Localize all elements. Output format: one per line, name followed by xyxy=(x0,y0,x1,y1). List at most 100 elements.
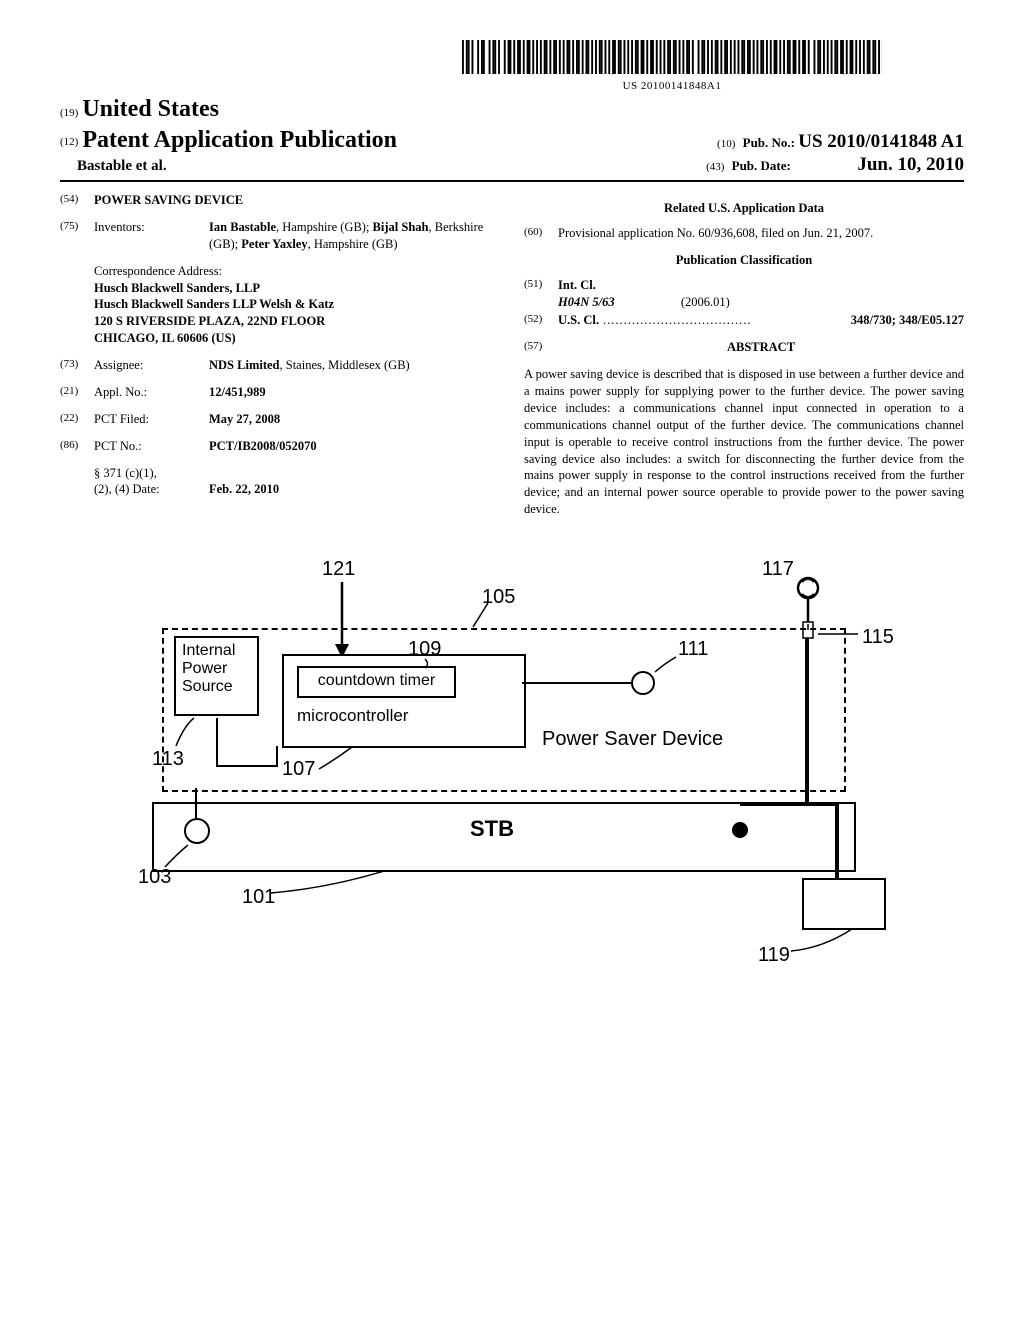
intcl-year: (2006.01) xyxy=(681,295,730,309)
pub-no: US 2010/0141848 A1 xyxy=(798,131,964,152)
stb-power-dot xyxy=(730,820,750,840)
wire-right-vert xyxy=(805,638,809,802)
ref-119: 119 xyxy=(758,944,790,967)
header-country-row: (19) United States xyxy=(60,96,964,123)
dotfill: .................................... xyxy=(599,312,851,329)
timer-box: countdown timer xyxy=(297,666,456,698)
barcode-region: US 20100141848A1 xyxy=(380,40,964,92)
inventors-row: (75) Inventors: Ian Bastable, Hampshire … xyxy=(60,219,500,253)
pub-no-block: (10) Pub. No.: US 2010/0141848 A1 xyxy=(717,131,964,153)
pct-no-value: PCT/IB2008/052070 xyxy=(209,438,500,455)
pct-no-row: (86) PCT No.: PCT/IB2008/052070 xyxy=(60,438,500,455)
uscl-row: (52) U.S. Cl. ..........................… xyxy=(524,312,964,329)
pct-filed-value: May 27, 2008 xyxy=(209,411,500,428)
related-heading: Related U.S. Application Data xyxy=(524,200,964,217)
ref-103: 103 xyxy=(138,866,171,889)
wire-stb-up xyxy=(195,788,197,818)
authors-row: Bastable et al. (43) Pub. Date: Jun. 10,… xyxy=(60,154,964,176)
pub-no-num: (10) xyxy=(717,138,735,150)
uscl-num: (52) xyxy=(524,312,558,329)
wire-ips xyxy=(215,716,285,772)
pct-filed-row: (22) PCT Filed: May 27, 2008 xyxy=(60,411,500,428)
wire-h-branch xyxy=(805,802,839,806)
inventors-num: (75) xyxy=(60,219,94,253)
pct-no-num: (86) xyxy=(60,438,94,455)
pubclass-heading: Publication Classification xyxy=(524,252,964,269)
uscl-label: U.S. Cl. xyxy=(558,312,599,329)
pub-date-block: (43) Pub. Date: Jun. 10, 2010 xyxy=(706,154,964,176)
leader-101 xyxy=(268,868,388,896)
figure: 121 105 117 115 I xyxy=(60,558,964,998)
country-name: United States xyxy=(82,96,219,123)
pub-type-num: (12) xyxy=(60,136,78,148)
pub-date: Jun. 10, 2010 xyxy=(857,154,964,175)
stb-label: STB xyxy=(470,816,514,842)
barcode-icon xyxy=(462,40,882,74)
ref-121: 121 xyxy=(322,558,355,581)
correspondence-block: Correspondence Address: Husch Blackwell … xyxy=(94,263,334,347)
ref-107: 107 xyxy=(282,758,315,781)
publication-row: (12) Patent Application Publication (10)… xyxy=(60,127,964,154)
provisional-num: (60) xyxy=(524,225,558,242)
pub-date-num: (43) xyxy=(706,161,724,173)
stb-output-icon xyxy=(182,816,212,846)
invention-title: POWER SAVING DEVICE xyxy=(94,192,243,209)
left-column: (54) POWER SAVING DEVICE (75) Inventors:… xyxy=(60,192,500,518)
plug-box xyxy=(802,878,886,930)
ref-111: 111 xyxy=(678,638,708,661)
wire-to-stb xyxy=(740,802,809,806)
intcl-row: (51) Int. Cl. H04N 5/63 (2006.01) xyxy=(524,277,964,311)
title-row: (54) POWER SAVING DEVICE xyxy=(60,192,500,209)
intcl-code: H04N 5/63 xyxy=(558,295,615,309)
ips-label: Internal Power Source xyxy=(182,642,235,695)
pub-date-label: Pub. Date: xyxy=(732,158,791,173)
provisional-row: (60) Provisional application No. 60/936,… xyxy=(524,225,964,242)
appl-num: (21) xyxy=(60,384,94,401)
s371-label: § 371 (c)(1), (2), (4) Date: xyxy=(94,465,209,499)
country-num: (19) xyxy=(60,107,78,119)
barcode-number: US 20100141848A1 xyxy=(380,80,964,92)
pub-type: Patent Application Publication xyxy=(82,127,397,154)
bibliographic-columns: (54) POWER SAVING DEVICE (75) Inventors:… xyxy=(60,192,964,518)
uscl-value: 348/730; 348/E05.127 xyxy=(851,312,964,329)
ref-101: 101 xyxy=(242,886,275,909)
ref-113: 113 xyxy=(152,748,184,771)
inventors-label: Inventors: xyxy=(94,219,209,253)
pct-filed-label: PCT Filed: xyxy=(94,411,209,428)
leader-107 xyxy=(316,744,356,772)
abstract-text: A power saving device is described that … xyxy=(524,366,964,518)
micro-label: microcontroller xyxy=(297,706,408,726)
 xyxy=(805,638,809,640)
assignee-value: NDS Limited, Staines, Middlesex (GB) xyxy=(209,357,500,374)
ref-115: 115 xyxy=(862,626,894,649)
diagram: 121 105 117 115 I xyxy=(122,558,902,998)
provisional-text: Provisional application No. 60/936,608, … xyxy=(558,225,873,242)
s371-row: § 371 (c)(1), (2), (4) Date: Feb. 22, 20… xyxy=(60,465,500,499)
assignee-label: Assignee: xyxy=(94,357,209,374)
divider xyxy=(60,180,964,182)
pub-no-label: Pub. No.: xyxy=(743,135,795,150)
correspondence-label: Correspondence Address: xyxy=(94,263,334,280)
psd-label: Power Saver Device xyxy=(542,728,723,751)
pct-no-label: PCT No.: xyxy=(94,438,209,455)
assignee-row: (73) Assignee: NDS Limited, Staines, Mid… xyxy=(60,357,500,374)
leader-119 xyxy=(788,926,858,956)
authors: Bastable et al. xyxy=(77,158,167,175)
ips-box: Internal Power Source xyxy=(174,636,259,716)
wire-micro-111 xyxy=(522,682,632,684)
abstract-heading-row: (57) ABSTRACT xyxy=(524,339,964,356)
leader-105 xyxy=(470,600,494,630)
title-num: (54) xyxy=(60,192,94,209)
intcl-block: Int. Cl. H04N 5/63 (2006.01) xyxy=(558,277,730,311)
wire-to-plug xyxy=(835,802,839,880)
correspondence-row: Correspondence Address: Husch Blackwell … xyxy=(60,263,500,347)
appl-value: 12/451,989 xyxy=(209,384,500,401)
assignee-num: (73) xyxy=(60,357,94,374)
s371-value: Feb. 22, 2010 xyxy=(209,481,500,498)
timer-label: countdown timer xyxy=(318,672,435,689)
intcl-label: Int. Cl. xyxy=(558,277,730,294)
abstract-heading: ABSTRACT xyxy=(558,339,964,356)
abstract-num: (57) xyxy=(524,339,558,356)
leader-109 xyxy=(422,656,442,670)
intcl-num: (51) xyxy=(524,277,558,311)
